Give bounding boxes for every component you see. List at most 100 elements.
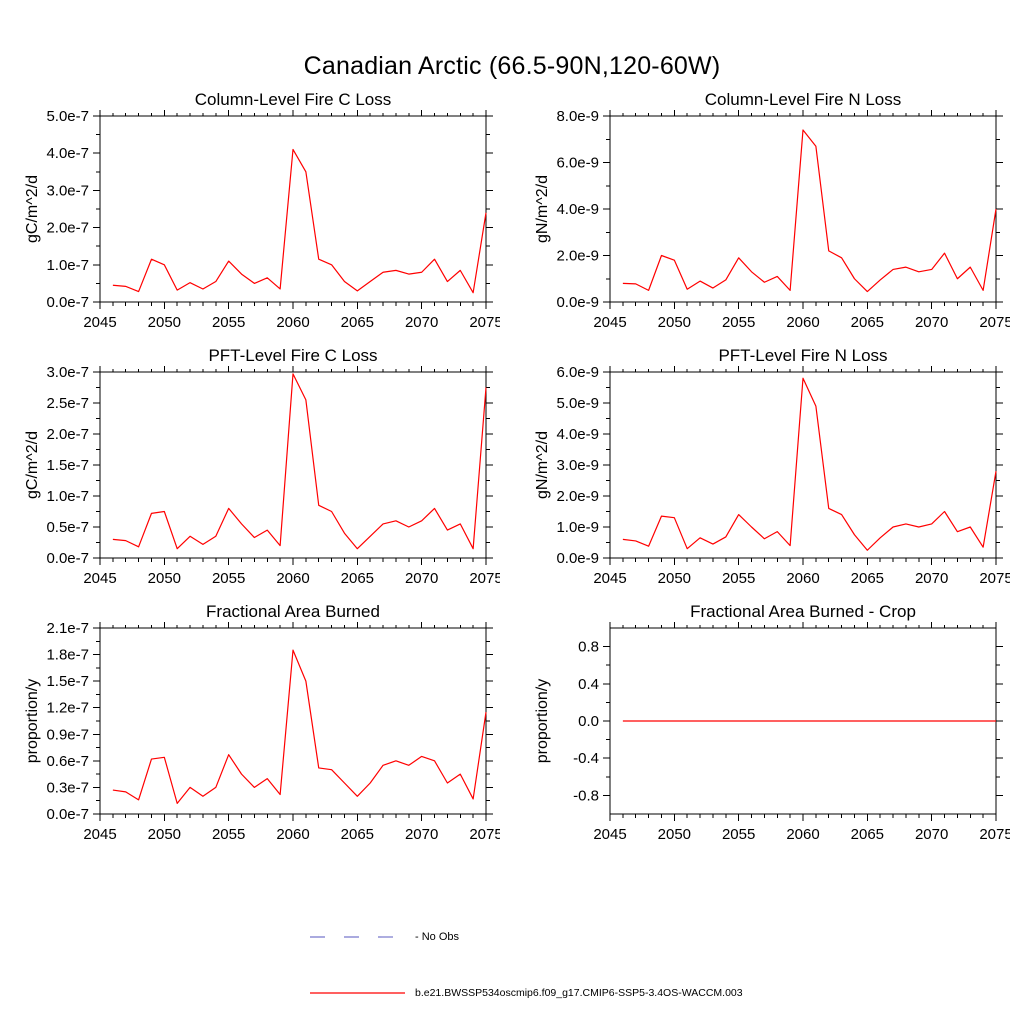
y-tick-label: 5.0e-9 <box>556 395 599 412</box>
y-tick-label: 1.0e-9 <box>556 519 599 536</box>
y-tick-label: 3.0e-7 <box>46 182 89 199</box>
y-tick-label: 0.4 <box>578 676 599 693</box>
subplot-title: Fractional Area Burned <box>206 602 380 621</box>
subplot-title: PFT-Level Fire N Loss <box>718 346 887 365</box>
y-tick-label: 1.5e-7 <box>46 673 89 690</box>
legend-series-label: b.e21.BWSSP534oscmip6.f09_g17.CMIP6-SSP5… <box>415 987 743 999</box>
x-tick-label: 2050 <box>658 314 691 331</box>
x-tick-label: 2065 <box>341 570 374 587</box>
x-tick-label: 2050 <box>148 570 181 587</box>
x-tick-label: 2070 <box>405 314 438 331</box>
subplot-title: Fractional Area Burned - Crop <box>690 602 916 621</box>
subplot-title: PFT-Level Fire C Loss <box>208 346 377 365</box>
chart-svg: PFT-Level Fire C Loss gC/m^2/d 2045 2050 205… <box>24 346 503 587</box>
subplot-pft-fire-n-loss: PFT-Level Fire N Loss gN/m^2/d 2045 2050 205… <box>530 344 1013 600</box>
x-tick-label: 2075 <box>979 570 1010 587</box>
y-tick-label: 0.0e-7 <box>46 294 89 311</box>
x-tick-label: 2065 <box>341 826 374 843</box>
y-tick-label: 0.5e-7 <box>46 519 89 536</box>
y-tick-label: 0.8 <box>578 639 599 656</box>
y-tick-label: -0.8 <box>573 787 599 804</box>
x-tick-label: 2045 <box>83 314 116 331</box>
y-tick-label: 1.2e-7 <box>46 700 89 717</box>
plot-frame <box>609 115 997 303</box>
subplot-column-fire-n-loss: Column-Level Fire N Loss gN/m^2/d 2045 2050… <box>530 88 1013 344</box>
y-tick-label: 4.0e-9 <box>556 201 599 218</box>
x-tick-label: 2070 <box>405 826 438 843</box>
x-tick-label: 2045 <box>83 570 116 587</box>
y-tick-label: 0.0e-7 <box>46 550 89 567</box>
y-tick-label: 4.0e-7 <box>46 145 89 162</box>
y-tick-label: 0.9e-7 <box>46 726 89 743</box>
y-tick-label: 2.5e-7 <box>46 395 89 412</box>
x-tick-label: 2050 <box>148 826 181 843</box>
chart-svg: Column-Level Fire C Loss gC/m^2/d 2045 2050… <box>24 90 503 331</box>
y-tick-label: 3.0e-7 <box>46 364 89 381</box>
y-tick-label: 0.3e-7 <box>46 779 89 796</box>
legend: - No Obs b.e21.BWSSP534oscmip6.f09_g17.C… <box>310 930 743 1000</box>
y-tick-label: 0.0e-9 <box>556 294 599 311</box>
x-tick-label: 2060 <box>276 826 309 843</box>
x-tick-label: 2065 <box>851 314 884 331</box>
x-tick-label: 2055 <box>212 826 245 843</box>
y-tick-label: 5.0e-7 <box>46 108 89 125</box>
y-tick-label: 0.6e-7 <box>46 753 89 770</box>
x-tick-label: 2075 <box>979 314 1010 331</box>
x-tick-label: 2060 <box>786 314 819 331</box>
legend-row-no-obs: - No Obs <box>310 930 743 944</box>
x-tick-label: 2050 <box>148 314 181 331</box>
figure-title: Canadian Arctic (66.5-90N,120-60W) <box>303 52 721 80</box>
series-line <box>112 649 487 804</box>
x-tick-label: 2070 <box>915 826 948 843</box>
x-tick-label: 2060 <box>786 570 819 587</box>
y-axis-label: proportion/y <box>24 679 41 764</box>
chart-svg: PFT-Level Fire N Loss gN/m^2/d 2045 2050 205… <box>534 346 1013 587</box>
x-tick-label: 2070 <box>915 570 948 587</box>
no-obs-dashed-line-icon <box>310 936 405 938</box>
y-axis-label: gC/m^2/d <box>24 431 41 499</box>
y-tick-label: 2.0e-7 <box>46 426 89 443</box>
y-tick-label: 4.0e-9 <box>556 426 599 443</box>
x-tick-label: 2055 <box>722 826 755 843</box>
x-tick-label: 2060 <box>786 826 819 843</box>
x-tick-label: 2055 <box>722 314 755 331</box>
y-axis-label: gN/m^2/d <box>534 175 551 243</box>
y-axis-label: gN/m^2/d <box>534 431 551 499</box>
x-tick-label: 2065 <box>851 570 884 587</box>
y-tick-label: 2.0e-9 <box>556 488 599 505</box>
subplot-column-fire-c-loss: Column-Level Fire C Loss gC/m^2/d 2045 2050… <box>20 88 503 344</box>
y-tick-label: 3.0e-9 <box>556 457 599 474</box>
x-tick-label: 2060 <box>276 570 309 587</box>
y-tick-label: 6.0e-9 <box>556 155 599 172</box>
chart-svg: Column-Level Fire N Loss gN/m^2/d 2045 2050… <box>534 90 1013 331</box>
y-axis-label: proportion/y <box>534 679 551 764</box>
series-solid-line-icon <box>310 992 405 994</box>
series-line <box>112 373 487 550</box>
y-axis-label: gC/m^2/d <box>24 175 41 243</box>
legend-row-series: b.e21.BWSSP534oscmip6.f09_g17.CMIP6-SSP5… <box>310 986 743 1000</box>
series-line <box>112 148 487 294</box>
subplot-title: Column-Level Fire N Loss <box>705 90 902 109</box>
y-tick-label: 0.0e-9 <box>556 550 599 567</box>
x-tick-label: 2060 <box>276 314 309 331</box>
plots-grid: Column-Level Fire C Loss gC/m^2/d 2045 2050… <box>20 88 1013 856</box>
series-line <box>622 377 997 551</box>
x-tick-label: 2045 <box>593 314 626 331</box>
x-tick-label: 2070 <box>405 570 438 587</box>
y-tick-label: 8.0e-9 <box>556 108 599 125</box>
x-tick-label: 2055 <box>722 570 755 587</box>
y-tick-label: 1.8e-7 <box>46 647 89 664</box>
x-tick-label: 2050 <box>658 570 691 587</box>
x-tick-label: 2075 <box>469 826 500 843</box>
plot-frame <box>609 371 997 559</box>
x-tick-label: 2055 <box>212 314 245 331</box>
subplot-fractional-area-burned: Fractional Area Burned proportion/y 2045 20… <box>20 600 503 856</box>
x-tick-label: 2075 <box>469 314 500 331</box>
x-tick-label: 2070 <box>915 314 948 331</box>
y-tick-label: -0.4 <box>573 750 599 767</box>
x-tick-label: 2050 <box>658 826 691 843</box>
x-tick-label: 2045 <box>83 826 116 843</box>
x-tick-label: 2065 <box>851 826 884 843</box>
plot-frame <box>99 115 487 303</box>
